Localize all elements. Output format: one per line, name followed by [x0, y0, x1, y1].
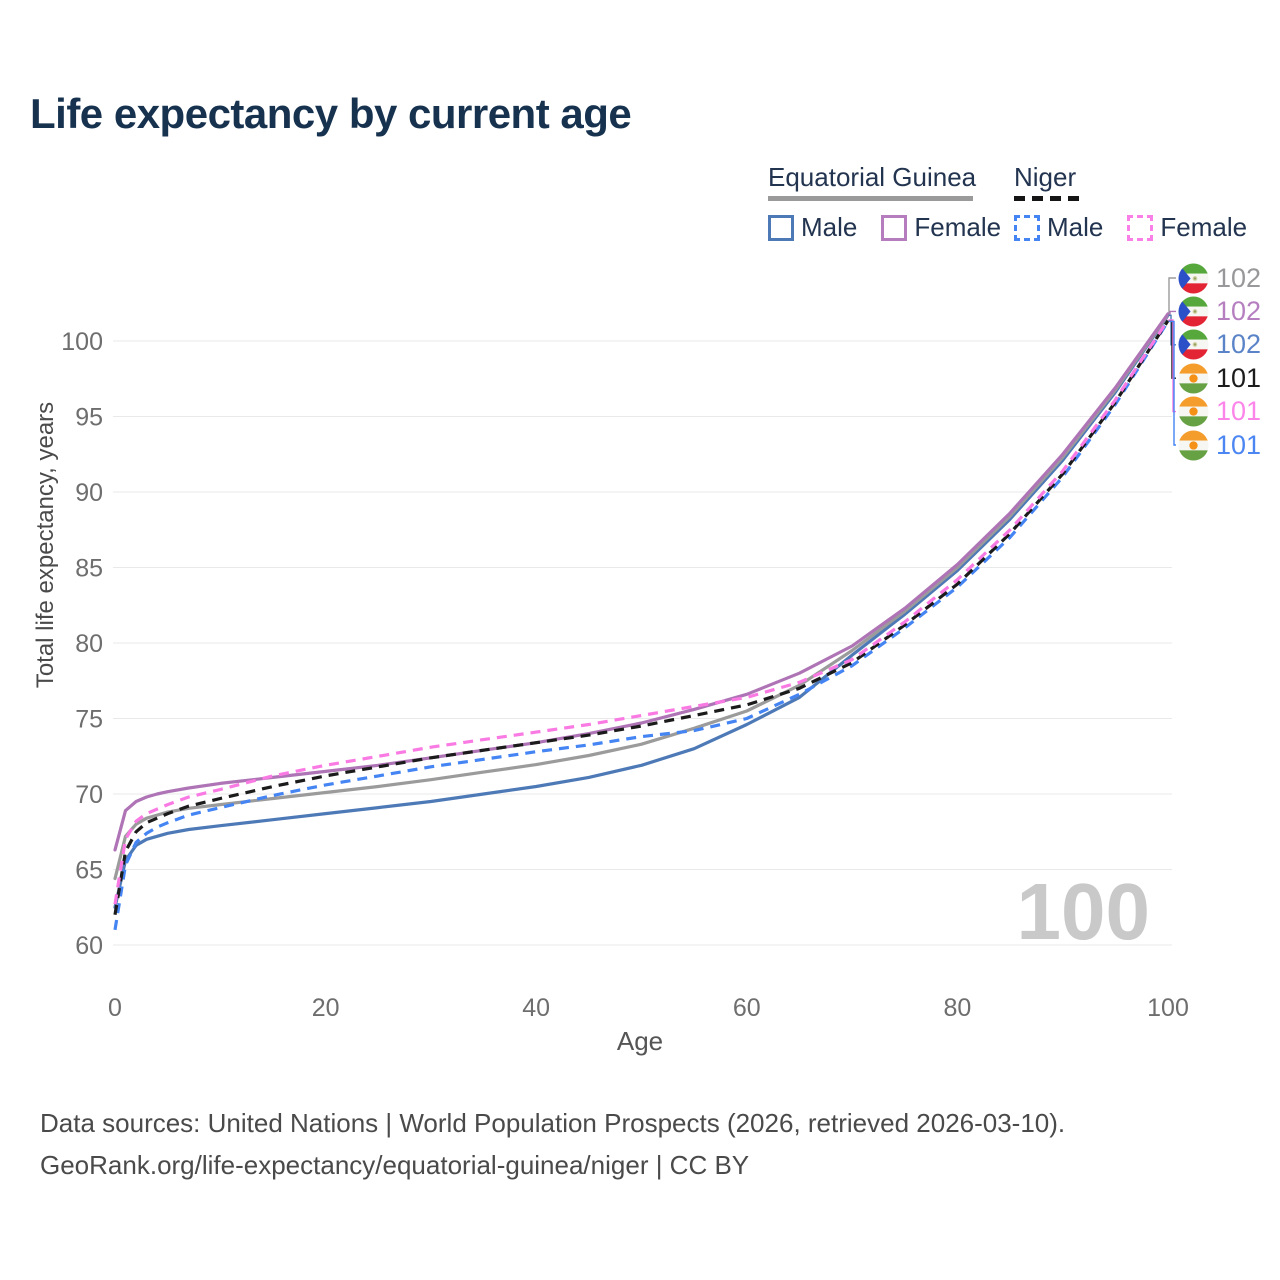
legend-country-niger[interactable]: Niger — [1014, 162, 1077, 192]
end-label-connector-niger-male — [1168, 320, 1176, 446]
end-label-connector-equatorial-guinea-female — [1168, 310, 1176, 315]
end-label-row-niger-male: 101 — [1178, 430, 1261, 461]
y-axis-title: Total life expectancy, years — [32, 401, 59, 689]
series-line-equatorial-guinea-all[interactable] — [113, 313, 1170, 881]
x-tick-label-20: 20 — [312, 994, 340, 1022]
y-tick-label-100: 100 — [61, 328, 103, 356]
legend-item-niger-male[interactable]: Male — [1014, 212, 1103, 243]
end-label-value-niger-male: 101 — [1216, 429, 1262, 460]
attribution-text: GeoRank.org/life-expectancy/equatorial-g… — [40, 1150, 750, 1180]
data-sources-text: Data sources: United Nations | World Pop… — [40, 1108, 1066, 1138]
legend-linestyle-sample-niger — [1014, 196, 1086, 201]
legend-item-equatorial-guinea-female[interactable]: Female — [881, 212, 1001, 243]
niger-flag-icon — [1178, 429, 1209, 461]
x-tick-label-0: 0 — [108, 994, 122, 1022]
x-tick-label-60: 60 — [733, 994, 761, 1022]
legend-label-equatorial-guinea-female: Female — [914, 212, 1002, 242]
end-label-value-equatorial-guinea-all: 102 — [1216, 262, 1262, 293]
x-tick-label-80: 80 — [943, 994, 971, 1022]
y-tick-label-90: 90 — [75, 479, 103, 507]
y-tick-label-70: 70 — [75, 781, 103, 809]
end-label-row-equatorial-guinea-male: 102 — [1178, 329, 1261, 360]
legend-label-niger-male: Male — [1047, 212, 1104, 242]
end-label-value-niger-female: 101 — [1216, 396, 1262, 427]
y-tick-label-85: 85 — [75, 555, 103, 583]
equatorial-guinea-flag-icon — [1178, 296, 1209, 327]
page-title: Life expectancy by current age — [30, 90, 632, 137]
legend-label-niger-female: Female — [1160, 212, 1248, 242]
equatorial-guinea-flag-icon — [1178, 329, 1209, 360]
end-label-row-equatorial-guinea-female: 102 — [1178, 296, 1261, 327]
y-tick-label-95: 95 — [75, 404, 103, 432]
legend-swatch-equatorial-guinea-female[interactable] — [881, 214, 908, 241]
legend-group-equatorial-guinea: Equatorial Guinea Male Female — [768, 164, 1025, 243]
series-line-equatorial-guinea-male[interactable] — [113, 313, 1170, 909]
end-label-value-equatorial-guinea-female: 102 — [1216, 295, 1262, 326]
niger-flag-icon — [1178, 396, 1209, 427]
legend-label-equatorial-guinea-male: Male — [801, 212, 858, 242]
series-line-niger-all[interactable] — [113, 319, 1170, 916]
legend-swatch-equatorial-guinea-male[interactable] — [768, 214, 794, 241]
end-label-row-equatorial-guinea-all: 102 — [1178, 263, 1261, 294]
legend-item-niger-female[interactable]: Female — [1127, 212, 1247, 243]
x-axis-title: Age — [616, 1026, 664, 1056]
y-tick-label-65: 65 — [75, 857, 103, 885]
y-tick-label-75: 75 — [75, 706, 103, 734]
end-label-value-equatorial-guinea-male: 102 — [1216, 329, 1262, 360]
equatorial-guinea-flag-icon — [1178, 262, 1209, 294]
series-line-niger-female[interactable] — [113, 319, 1170, 905]
legend-swatch-niger-male[interactable] — [1014, 214, 1040, 241]
series-line-niger-male[interactable] — [113, 320, 1170, 931]
x-tick-label-40: 40 — [522, 994, 550, 1022]
age-counter-watermark: 100 — [1016, 867, 1150, 956]
end-label-connector-equatorial-guinea-all — [1168, 277, 1176, 316]
legend-linestyle-sample-equatorial-guinea — [768, 196, 973, 201]
legend-country-equatorial-guinea[interactable]: Equatorial Guinea — [768, 162, 977, 192]
series-line-equatorial-guinea-female[interactable] — [113, 312, 1170, 852]
end-label-row-niger-female: 101 — [1178, 396, 1261, 427]
end-label-connector-niger-all — [1168, 319, 1176, 379]
legend-swatch-niger-female[interactable] — [1127, 214, 1154, 241]
y-tick-label-80: 80 — [75, 630, 103, 658]
y-tick-label-60: 60 — [75, 932, 103, 960]
end-label-row-niger-all: 101 — [1178, 363, 1261, 394]
legend-items-equatorial-guinea: Male Female — [768, 212, 1025, 243]
legend-group-niger: Niger Male Female — [1014, 164, 1271, 243]
legend-items-niger: Male Female — [1014, 212, 1271, 243]
niger-flag-icon — [1178, 363, 1209, 394]
legend-item-equatorial-guinea-male[interactable]: Male — [768, 212, 857, 243]
x-tick-label-100: 100 — [1147, 994, 1189, 1022]
end-label-value-niger-all: 101 — [1216, 362, 1262, 393]
